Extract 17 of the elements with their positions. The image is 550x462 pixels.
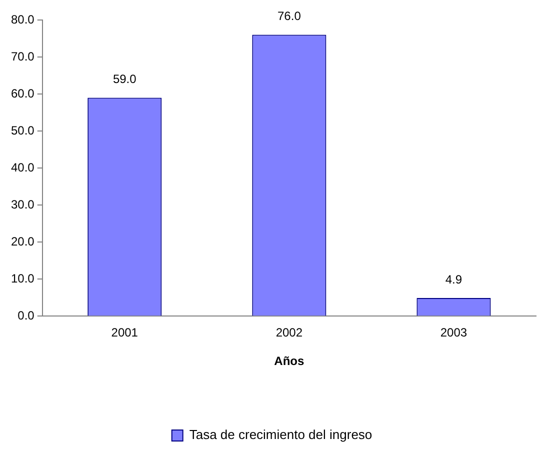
x-tick-label: 2001 xyxy=(111,326,138,340)
x-tick-label: 2002 xyxy=(276,326,303,340)
data-label: 76.0 xyxy=(278,9,302,24)
x-tick-label: 2003 xyxy=(440,326,468,340)
data-label: 4.9 xyxy=(445,272,462,286)
data-label: 59.0 xyxy=(112,72,137,86)
y-tick-label: 20.0 xyxy=(10,234,35,248)
y-tick-label: 60.0 xyxy=(10,86,35,100)
y-tick-label: 30.0 xyxy=(10,197,35,212)
y-tick-label: 70.0 xyxy=(10,49,35,64)
y-tick-label: 50.0 xyxy=(10,123,35,138)
legend-label: Tasa de crecimiento del ingreso xyxy=(189,427,372,442)
y-tick-label: 40.0 xyxy=(10,160,35,174)
x-axis-title: Años xyxy=(274,354,305,368)
y-tick-label: 0.0 xyxy=(18,308,35,323)
y-tick-label: 10.0 xyxy=(10,271,35,286)
y-tick-label: 80.0 xyxy=(10,12,35,26)
